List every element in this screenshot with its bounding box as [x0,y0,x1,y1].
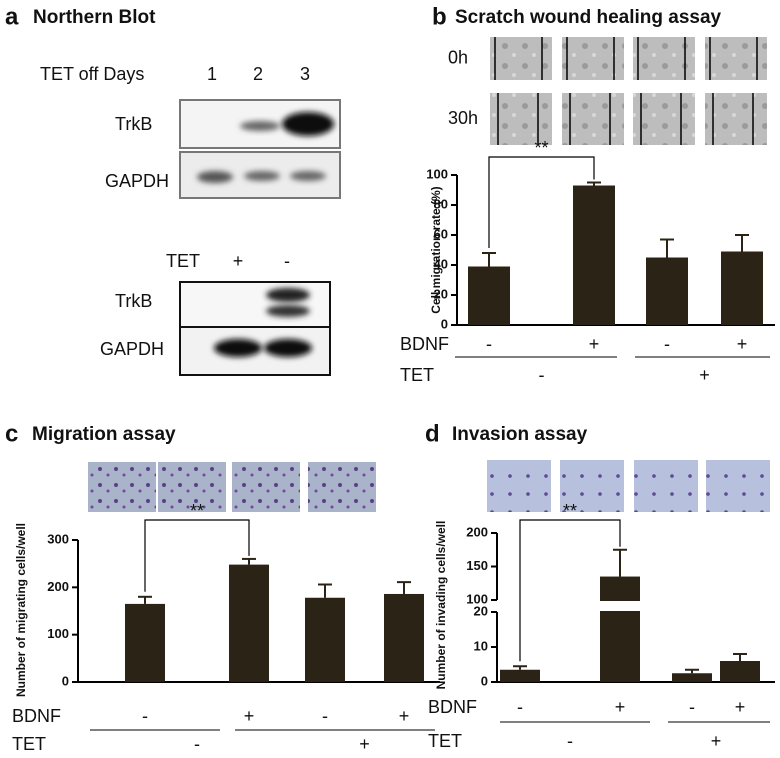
image-row-label: 0h [448,47,468,67]
y-tick-label: 0 [62,673,69,688]
y-tick-label: 200 [466,524,488,539]
y-tick-label: 20 [474,603,488,618]
row-sign: - [689,697,695,717]
blot [179,281,331,376]
bar [125,603,165,682]
y-tick-label: 0 [481,673,488,688]
y-tick-label: 100 [466,591,488,606]
row-sign: - [194,734,200,754]
panel-letter: c [5,420,18,447]
row-sign: - [539,365,545,385]
row-sign: + [699,365,710,385]
panel-title: Invasion assay [452,424,588,445]
lane-label: 1 [207,64,217,84]
micrograph [634,460,698,512]
lane-label: - [284,251,290,271]
row-label: TET [12,734,46,754]
panel-letter: d [425,420,440,447]
y-tick-label: 300 [47,531,69,546]
micrograph [308,462,376,512]
panel-letter: a [5,3,19,30]
row-sign: - [517,697,523,717]
significance-label: ** [534,138,548,158]
row-sign: + [399,706,410,726]
micrograph [705,93,767,145]
micrograph [633,93,695,145]
y-axis-label: Number of migrating cells/well [14,523,28,697]
y-tick-label: 20 [434,286,448,301]
bar [672,673,712,682]
panel-title: Scratch wound healing assay [455,7,722,28]
row-sign: + [589,334,600,354]
blot [179,99,341,199]
y-tick-label: 10 [474,638,488,653]
micrograph [232,462,300,512]
row-sign: - [567,731,573,751]
bar [573,185,615,325]
y-tick-label: 100 [426,166,448,181]
row-sign: + [615,697,626,717]
bar [500,669,540,682]
lane-label: 2 [253,64,263,84]
row-sign: - [486,334,492,354]
y-tick-label: 200 [47,579,69,594]
bar [600,576,640,682]
row-label: BDNF [400,334,449,354]
micrograph [158,462,226,512]
bar [468,266,510,325]
significance-bracket [144,519,250,592]
micrograph [706,460,770,512]
lane-label: + [233,251,244,271]
y-tick-label: 80 [434,196,448,211]
micrograph [487,460,551,512]
row-sign: + [244,706,255,726]
row-sign: - [142,706,148,726]
image-row-label: 30h [448,108,478,128]
band-label: GAPDH [100,339,164,359]
blot-header: TET off Days [40,64,144,84]
y-tick-label: 100 [47,626,69,641]
significance-label: ** [190,501,204,521]
y-axis-label: Cell migration rate (%) [429,186,443,313]
row-label: BDNF [428,697,477,717]
y-tick-label: 40 [434,256,448,271]
blot-header: TET [166,251,200,271]
bar [229,564,269,682]
band-label: TrkB [115,114,152,134]
y-tick-label: 0 [441,316,448,331]
panel-title: Migration assay [32,424,176,445]
micrograph [490,93,552,145]
row-sign: + [737,334,748,354]
panel-letter: b [432,3,447,30]
y-tick-label: 150 [466,558,488,573]
row-label: BDNF [12,706,61,726]
y-tick-label: 60 [434,226,448,241]
bar [305,597,345,682]
row-sign: + [711,731,722,751]
significance-bracket [488,156,595,248]
row-sign: - [322,706,328,726]
significance-bracket [519,519,621,662]
micrograph [562,93,624,145]
significance-label: ** [563,501,577,521]
micrograph [560,460,624,512]
bar [646,257,688,325]
bar [720,661,760,682]
axis-break [495,601,773,611]
band-label: GAPDH [105,171,169,191]
band-label: TrkB [115,291,152,311]
micrograph [88,462,156,512]
y-axis-label: Number of invading cells/well [434,521,448,690]
panel-title: Northern Blot [33,7,156,28]
row-sign: + [735,697,746,717]
row-label: TET [400,365,434,385]
bar [384,593,424,682]
lane-label: 3 [300,64,310,84]
row-sign: + [359,734,370,754]
row-sign: - [664,334,670,354]
bar [721,251,763,325]
row-label: TET [428,731,462,751]
